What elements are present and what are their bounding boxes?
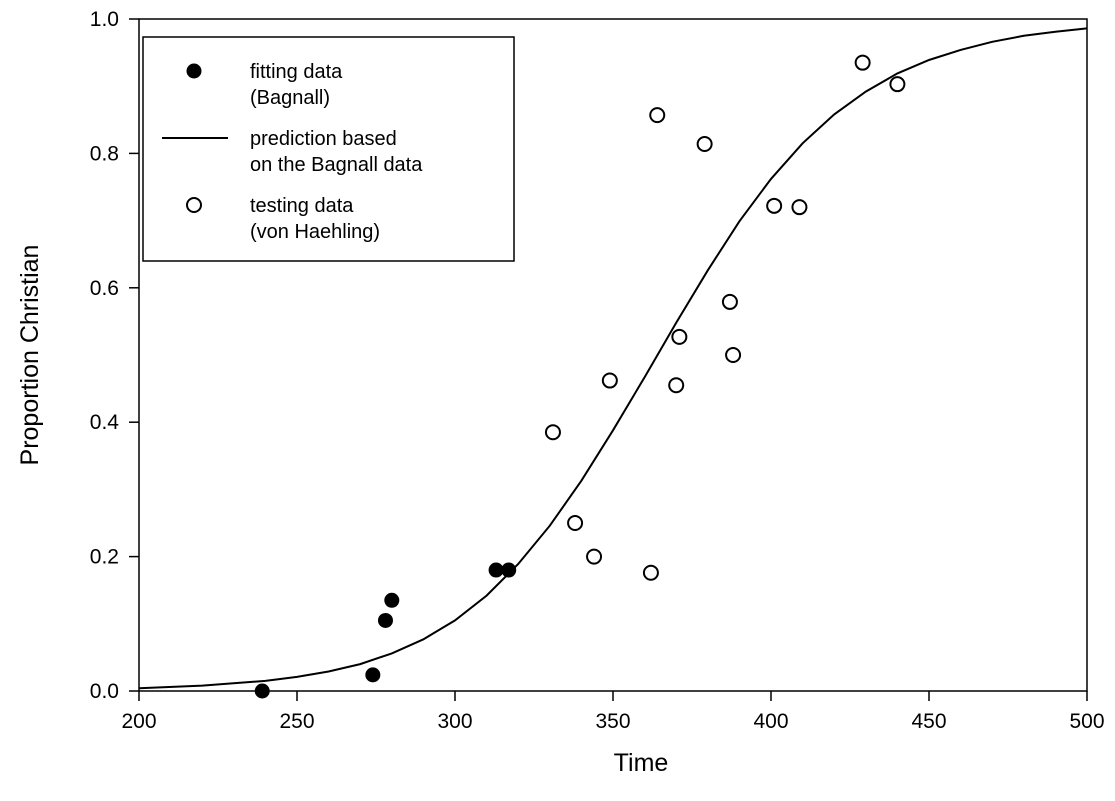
testing-data-point — [725, 347, 742, 363]
x-tick-label: 350 — [595, 710, 630, 733]
y-tick-label: 1.0 — [90, 8, 119, 31]
legend: fitting data (Bagnall) prediction based … — [142, 36, 515, 262]
testing-data-point — [544, 424, 561, 441]
testing-data-point — [649, 107, 666, 124]
testing-data-point — [696, 135, 713, 152]
y-tick-label: 0.8 — [90, 142, 119, 165]
testing-data-point — [671, 328, 688, 345]
testing-data-point — [668, 377, 685, 394]
prediction-curve — [138, 27, 1088, 690]
legend-label-testing-line1: testing data — [250, 195, 354, 217]
testing-data-point — [567, 515, 584, 531]
fitting-data-point — [501, 562, 517, 578]
testing-data-point — [586, 548, 603, 565]
testing-data-point — [601, 372, 618, 389]
testing-data-point — [642, 564, 659, 581]
legend-label-prediction-line1: prediction based — [250, 128, 397, 150]
x-tick-label: 250 — [279, 710, 314, 733]
y-tick-label: 0.2 — [90, 546, 119, 569]
testing-data-point — [766, 197, 783, 214]
x-tick-label: 500 — [1069, 710, 1104, 733]
legend-label-fitting-line2: (Bagnall) — [250, 87, 330, 109]
legend-label-prediction-line2: on the Bagnall data — [250, 154, 423, 176]
axes-layer: 200 250 300 350 400 450 500 0.0 0.2 0.4 0.6 0.8 1.0 — [90, 8, 1105, 733]
fitting-data-point — [384, 592, 400, 608]
y-tick-label: 0.0 — [90, 680, 119, 703]
testing-data-point — [889, 76, 906, 93]
testing-data-point — [721, 293, 738, 310]
legend-label-fitting-line1: fitting data — [250, 61, 343, 83]
x-tick-label: 200 — [121, 710, 156, 733]
y-axis-label: Proportion Christian — [16, 245, 44, 466]
x-tick-label: 300 — [437, 710, 472, 733]
x-tick-label: 400 — [753, 710, 788, 733]
plot-layer — [138, 27, 1088, 699]
legend-marker-testing-data — [186, 197, 202, 213]
testing-data-point — [854, 54, 871, 71]
x-tick-label: 450 — [911, 710, 946, 733]
testing-data-point — [791, 199, 808, 216]
fitting-data-point — [488, 562, 504, 578]
legend-box — [142, 36, 515, 262]
y-tick-label: 0.6 — [90, 277, 119, 300]
legend-marker-fitting-data — [186, 63, 202, 79]
x-axis-label: Time — [614, 749, 669, 777]
legend-label-testing-line2: (von Haehling) — [250, 221, 380, 243]
fitting-data-point — [377, 612, 393, 628]
y-tick-label: 0.4 — [90, 411, 120, 434]
fitting-data-point — [365, 667, 381, 683]
